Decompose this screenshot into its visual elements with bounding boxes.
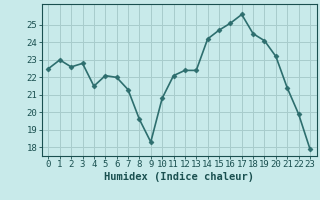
X-axis label: Humidex (Indice chaleur): Humidex (Indice chaleur)	[104, 172, 254, 182]
